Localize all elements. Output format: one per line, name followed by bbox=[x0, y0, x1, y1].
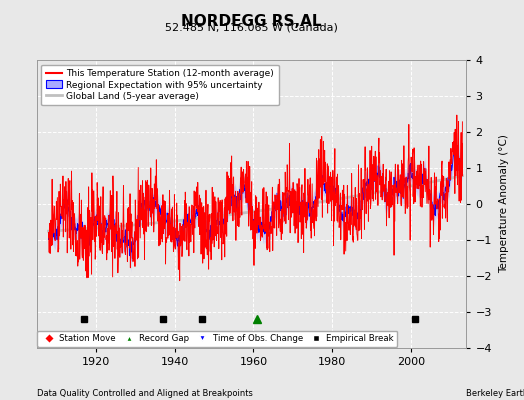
Legend: Station Move, Record Gap, Time of Obs. Change, Empirical Break: Station Move, Record Gap, Time of Obs. C… bbox=[37, 331, 397, 346]
Y-axis label: Temperature Anomaly (°C): Temperature Anomaly (°C) bbox=[499, 134, 509, 274]
Text: Berkeley Earth: Berkeley Earth bbox=[466, 389, 524, 398]
Text: Data Quality Controlled and Aligned at Breakpoints: Data Quality Controlled and Aligned at B… bbox=[37, 389, 253, 398]
Text: 52.485 N, 116.065 W (Canada): 52.485 N, 116.065 W (Canada) bbox=[165, 22, 338, 32]
Text: NORDEGG RS,AL: NORDEGG RS,AL bbox=[181, 14, 322, 29]
